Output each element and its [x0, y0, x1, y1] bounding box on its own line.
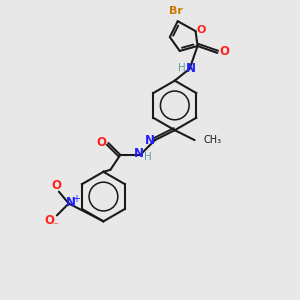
Text: N: N: [145, 134, 155, 147]
Text: H: H: [144, 152, 152, 162]
Text: O: O: [97, 136, 106, 148]
Text: ⁻: ⁻: [52, 221, 58, 231]
Text: N: N: [186, 62, 196, 75]
Text: O: O: [52, 179, 62, 192]
Text: O: O: [197, 25, 206, 35]
Text: H: H: [178, 63, 186, 73]
Text: N: N: [134, 148, 144, 160]
Text: N: N: [66, 196, 76, 209]
Text: O: O: [219, 45, 229, 58]
Text: CH₃: CH₃: [203, 135, 222, 145]
Text: +: +: [72, 194, 80, 203]
Text: Br: Br: [169, 6, 183, 16]
Text: O: O: [44, 214, 54, 227]
